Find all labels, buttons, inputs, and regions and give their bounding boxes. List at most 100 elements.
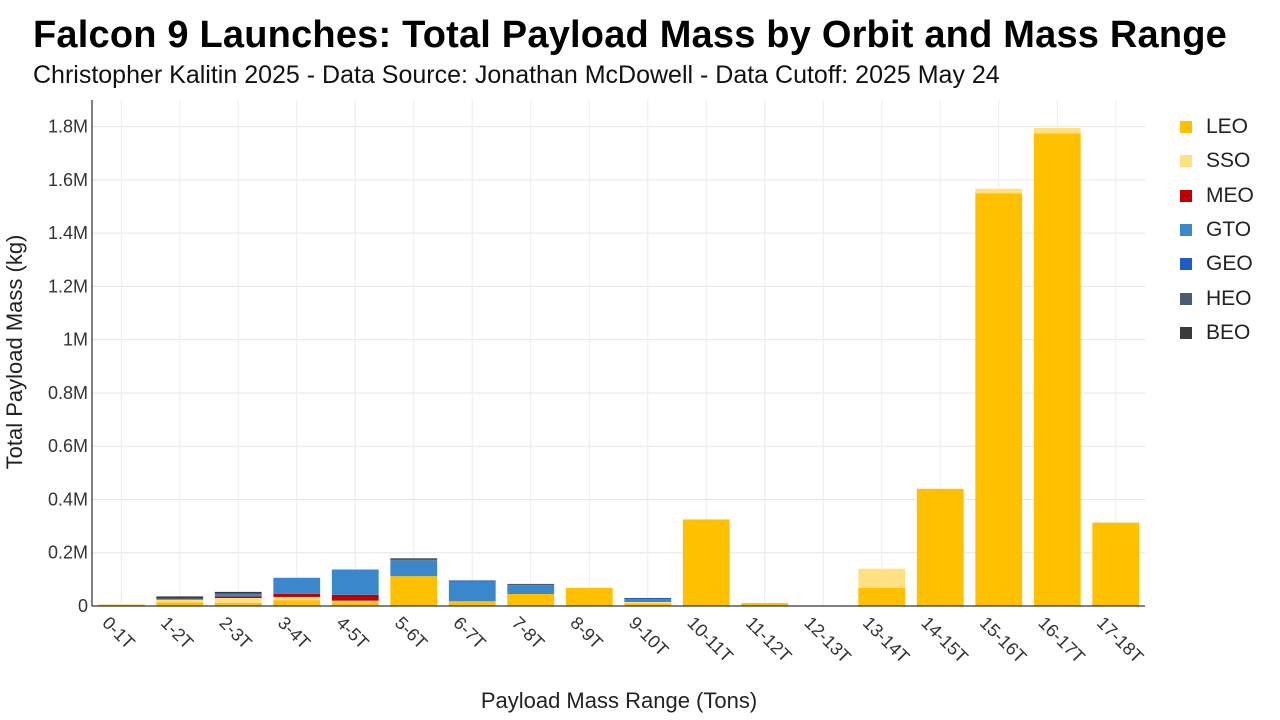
bar-segment-leo[interactable]	[916, 488, 964, 606]
legend-label: SSO	[1206, 149, 1251, 173]
x-tick-label: 17-18T	[1093, 613, 1147, 667]
legend-item-heo[interactable]: HEO	[1180, 281, 1254, 315]
bar-segment-sso[interactable]	[331, 600, 379, 603]
x-axis-label: Payload Mass Range (Tons)	[481, 688, 757, 713]
y-tick-label: 0.2M	[48, 543, 88, 563]
bar-segment-sso[interactable]	[156, 599, 204, 603]
bar-segment-leo[interactable]	[565, 587, 613, 606]
bar-segment-beo[interactable]	[390, 558, 438, 560]
x-tick-label: 8-9T	[566, 613, 606, 653]
bar-segment-leo[interactable]	[156, 602, 204, 606]
y-axis-ticks: 0 0.2M 0.4M 0.6M 0.8M 1M 1.2M 1.4M 1.6M 1.8M	[48, 117, 88, 616]
bar-segment-leo[interactable]	[507, 594, 555, 606]
bar-segment-gto[interactable]	[331, 569, 379, 595]
bar-segment-leo[interactable]	[97, 604, 145, 606]
legend-item-leo[interactable]: LEO	[1180, 110, 1254, 144]
x-tick-label: 2-3T	[215, 613, 255, 653]
bar-segment-sso[interactable]	[214, 598, 262, 603]
bar-segment-leo[interactable]	[858, 587, 906, 606]
bar-segment-leo[interactable]	[741, 603, 789, 606]
legend-item-beo[interactable]: BEO	[1180, 316, 1254, 350]
bar-segment-sso[interactable]	[97, 604, 145, 605]
y-axis-label: Total Payload Mass (kg)	[2, 235, 27, 470]
bar-segment-gto[interactable]	[448, 581, 496, 602]
bar-segment-beo[interactable]	[156, 596, 204, 599]
bar-segment-beo[interactable]	[214, 591, 262, 594]
x-tick-label: 16-17T	[1034, 613, 1088, 667]
bar-segment-heo[interactable]	[507, 583, 555, 586]
x-tick-label: 13-14T	[859, 613, 913, 667]
bar-segment-geo[interactable]	[624, 598, 672, 600]
y-tick-label: 0.6M	[48, 436, 88, 456]
legend-label: LEO	[1206, 115, 1249, 139]
bar-segment-meo[interactable]	[273, 593, 321, 597]
bar-segment-gto[interactable]	[390, 560, 438, 577]
bar-segment-heo[interactable]	[390, 559, 438, 561]
legend-label: BEO	[1206, 320, 1251, 344]
legend-label: GTO	[1206, 218, 1252, 242]
bar-segment-leo[interactable]	[390, 576, 438, 606]
legend-swatch	[1180, 224, 1192, 237]
x-tick-label: 6-7T	[449, 613, 489, 653]
bar-segment-leo[interactable]	[331, 602, 379, 606]
y-tick-label: 1.8M	[48, 117, 88, 137]
x-axis-ticks: 0-1T 1-2T 2-3T 3-4T 4-5T 5-6T 6-7T 7-8T 8-9T 9-10…	[98, 613, 1147, 667]
bar-segment-sso[interactable]	[1033, 127, 1081, 134]
x-tick-label: 0-1T	[98, 613, 138, 653]
bar-segment-leo[interactable]	[273, 600, 321, 606]
bar-segment-geo[interactable]	[448, 580, 496, 582]
y-tick-label: 1.2M	[48, 276, 88, 296]
bar-segment-leo[interactable]	[682, 519, 730, 606]
bar-segment-meo[interactable]	[214, 596, 262, 599]
y-tick-label: 0	[78, 596, 88, 616]
legend-label: MEO	[1206, 183, 1254, 207]
y-tick-label: 0.4M	[48, 489, 88, 509]
legend-swatch	[1180, 121, 1192, 134]
bar-segment-leo[interactable]	[1092, 522, 1140, 606]
bar-segment-heo[interactable]	[156, 598, 204, 600]
legend-item-meo[interactable]: MEO	[1180, 179, 1254, 213]
x-tick-label: 3-4T	[274, 613, 314, 653]
bar-segment-meo[interactable]	[331, 594, 379, 601]
y-tick-label: 1.4M	[48, 223, 88, 243]
x-tick-label: 4-5T	[332, 613, 372, 653]
bar-segment-leo[interactable]	[975, 193, 1023, 607]
bar-segment-sso[interactable]	[975, 188, 1023, 194]
chart-title: Falcon 9 Launches: Total Payload Mass by…	[33, 14, 1228, 56]
x-tick-label: 5-6T	[391, 613, 431, 653]
x-tick-label: 15-16T	[976, 613, 1030, 667]
bar-segment-sso[interactable]	[858, 568, 906, 588]
bars	[97, 127, 1140, 607]
bar-segment-gto[interactable]	[507, 585, 555, 595]
legend-label: GEO	[1206, 252, 1253, 276]
x-tick-label: 11-12T	[742, 613, 796, 667]
legend-swatch	[1180, 292, 1192, 305]
x-tick-label: 14-15T	[917, 613, 971, 667]
bar-segment-gto[interactable]	[624, 599, 672, 603]
legend-label: HEO	[1206, 286, 1252, 310]
chart-subtitle: Christopher Kalitin 2025 - Data Source: …	[33, 61, 1000, 89]
legend-swatch	[1180, 155, 1192, 168]
bar-segment-gto[interactable]	[214, 593, 262, 597]
x-tick-label: 9-10T	[625, 613, 672, 660]
grid	[92, 100, 1145, 607]
bar-segment-leo[interactable]	[214, 602, 262, 606]
legend-swatch	[1180, 258, 1192, 271]
y-tick-label: 1.6M	[48, 170, 88, 190]
y-tick-label: 1M	[63, 330, 88, 350]
bar-segment-sso[interactable]	[624, 602, 672, 604]
legend-item-geo[interactable]: GEO	[1180, 247, 1254, 281]
legend-swatch	[1180, 326, 1192, 339]
bar-segment-gto[interactable]	[273, 577, 321, 594]
bar-segment-leo[interactable]	[448, 601, 496, 606]
bar-segment-leo[interactable]	[1033, 133, 1081, 606]
legend-swatch	[1180, 189, 1192, 202]
legend-item-sso[interactable]: SSO	[1180, 144, 1254, 178]
legend-item-gto[interactable]: GTO	[1180, 213, 1254, 247]
x-tick-label: 10-11T	[683, 613, 737, 667]
bar-segment-leo[interactable]	[624, 603, 672, 606]
legend: LEO SSO MEO GTO GEO HEO BEO	[1180, 110, 1254, 350]
axes	[91, 100, 1145, 607]
bar-segment-sso[interactable]	[273, 596, 321, 601]
